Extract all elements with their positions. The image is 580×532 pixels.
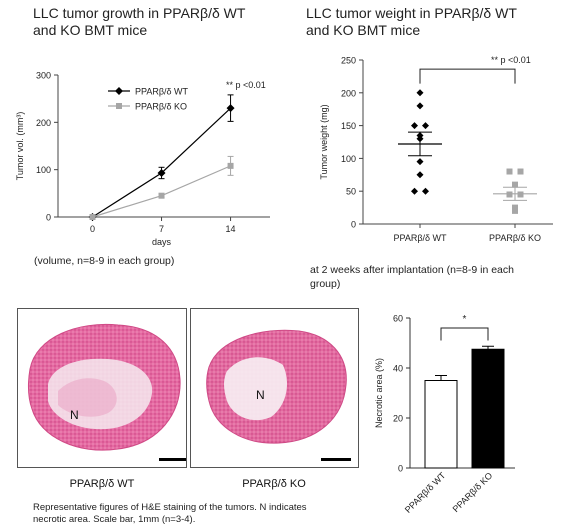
data-point-ko <box>517 191 524 198</box>
histology-ko-caption: PPARβ/δ KO <box>242 478 306 490</box>
legend-marker-ko <box>116 103 122 109</box>
y-axis-label: Tumor vol. (mm³) <box>15 112 25 181</box>
histology-wt-caption: PPARβ/δ WT <box>69 478 135 490</box>
y-tick-label: 50 <box>346 187 356 197</box>
y-tick-label: 0 <box>398 464 403 474</box>
wt-scale-bar <box>159 458 186 461</box>
data-point-ko <box>506 168 513 175</box>
data-point-wt <box>416 171 424 179</box>
significance-annotation: ** p <0.01 <box>491 55 531 65</box>
data-point-ko <box>89 214 96 220</box>
y-tick-label: 100 <box>341 154 356 164</box>
significance-bracket <box>440 327 489 341</box>
data-point-wt <box>416 89 424 97</box>
y-tick-label: 0 <box>351 220 356 230</box>
x-tick-label: PPARβ/δ KO <box>489 233 541 243</box>
ko-scale-bar <box>321 458 351 461</box>
y-tick-label: 200 <box>341 88 356 98</box>
weight-title: LLC tumor weight in PPARβ/δ WT and KO BM… <box>306 5 576 39</box>
histology-ko-image: N <box>190 308 359 468</box>
data-point-ko <box>512 204 518 211</box>
x-tick-label: 14 <box>226 224 236 234</box>
y-tick-label: 40 <box>393 364 403 374</box>
x-tick-label: PPARβ/δ WT <box>393 233 447 243</box>
y-tick-label: 60 <box>393 314 403 324</box>
legend-label: PPARβ/δ KO <box>135 102 187 112</box>
series-line-wt <box>92 107 231 218</box>
data-point-ko <box>517 168 524 175</box>
legend-marker-wt <box>115 87 123 95</box>
significance-annotation: ** p <0.01 <box>226 80 266 90</box>
weight-title-line2: and KO BMT mice <box>306 22 421 38</box>
x-tick-label: PPARβ/δ KO <box>451 470 495 514</box>
y-tick-label: 300 <box>36 71 51 81</box>
data-point-ko <box>512 207 518 214</box>
data-point-ko <box>506 191 513 198</box>
weight-footnote: at 2 weeks after implantation (n=8-9 in … <box>310 263 575 291</box>
y-tick-label: 250 <box>341 56 356 66</box>
data-point-ko <box>512 181 518 188</box>
x-tick-label: 7 <box>159 224 164 234</box>
significance-bracket <box>419 68 516 84</box>
weight-scatter-chart: 0 50 100 150 200 250 Tumor weight (mg) PPARβ/δ … <box>319 55 553 243</box>
histology-legend-line2: necrotic area. Scale bar, 1mm (n=3-4). <box>33 514 196 525</box>
data-point-wt <box>157 168 166 177</box>
x-tick-label: PPARβ/δ WT <box>403 470 448 515</box>
y-tick-label: 0 <box>46 213 51 223</box>
y-tick-label: 100 <box>36 165 51 175</box>
bar-ko <box>471 348 505 469</box>
weight-title-line1: LLC tumor weight in PPARβ/δ WT <box>306 5 517 21</box>
growth-line-chart: 0 100 200 300 0 7 14 days Tumor vol. (mm³) PPARβ/… <box>15 71 270 247</box>
data-point-wt <box>226 104 235 113</box>
y-tick-label: 150 <box>341 121 356 131</box>
growth-footnote: (volume, n=8-9 in each group) <box>34 255 175 267</box>
x-axis-label: days <box>152 237 172 247</box>
data-point-ko <box>227 162 234 169</box>
legend-label: PPARβ/δ WT <box>135 87 189 97</box>
y-axis-label: Necrotic area (%) <box>374 358 384 428</box>
histology-legend: Representative figures of H&E staining o… <box>33 502 453 526</box>
y-tick-label: 20 <box>393 414 403 424</box>
histology-legend-line1: Representative figures of H&E staining o… <box>33 502 307 513</box>
histology-ko-tissue <box>206 329 347 444</box>
x-tick-label: 0 <box>90 224 95 234</box>
data-point-wt <box>411 187 418 195</box>
data-point-wt <box>411 122 418 130</box>
weight-footnote-line2: group) <box>310 278 341 290</box>
y-axis-label: Tumor weight (mg) <box>319 104 329 179</box>
histology-wt-tissue <box>27 323 181 451</box>
data-point-wt <box>416 158 424 166</box>
growth-title-line1: LLC tumor growth in PPARβ/δ WT <box>33 5 246 21</box>
bar-wt <box>424 380 458 469</box>
ko-necrosis-label: N <box>256 388 265 402</box>
data-point-wt <box>422 187 429 195</box>
growth-title-line2: and KO BMT mice <box>33 22 148 38</box>
data-point-wt <box>422 122 429 130</box>
histology-wt-image: N <box>17 308 187 468</box>
data-point-ko <box>158 192 165 199</box>
y-tick-label: 200 <box>36 118 51 128</box>
weight-footnote-line1: at 2 weeks after implantation (n=8-9 in … <box>310 264 514 276</box>
significance-annotation: * <box>463 314 467 325</box>
growth-title: LLC tumor growth in PPARβ/δ WT and KO BM… <box>33 5 293 39</box>
necrotic-area-bar-chart: 0 20 40 60 Necrotic area (%) PPARβ/δ WT PPARβ/… <box>374 314 515 515</box>
wt-necrosis-label: N <box>70 408 79 422</box>
data-point-wt <box>416 102 424 110</box>
